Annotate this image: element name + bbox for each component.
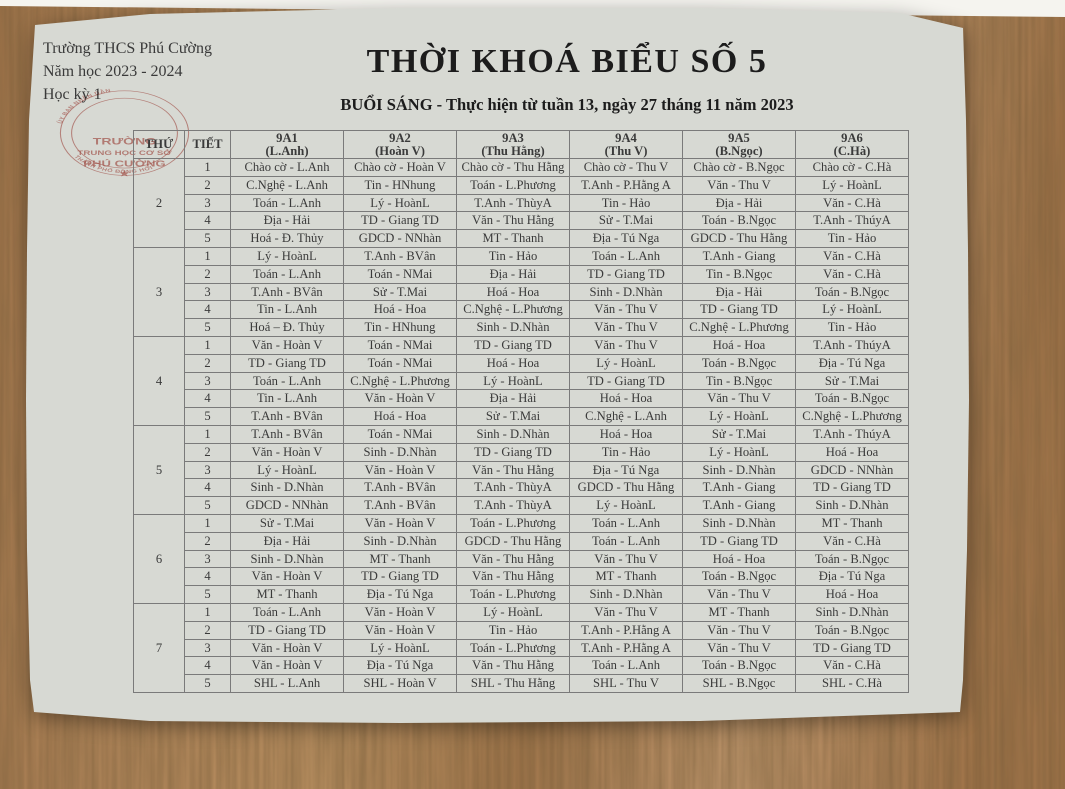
svg-text:ỦY BAN NHÂN DÂN: ỦY BAN NHÂN DÂN: [56, 89, 112, 125]
svg-text:★: ★: [119, 170, 130, 179]
